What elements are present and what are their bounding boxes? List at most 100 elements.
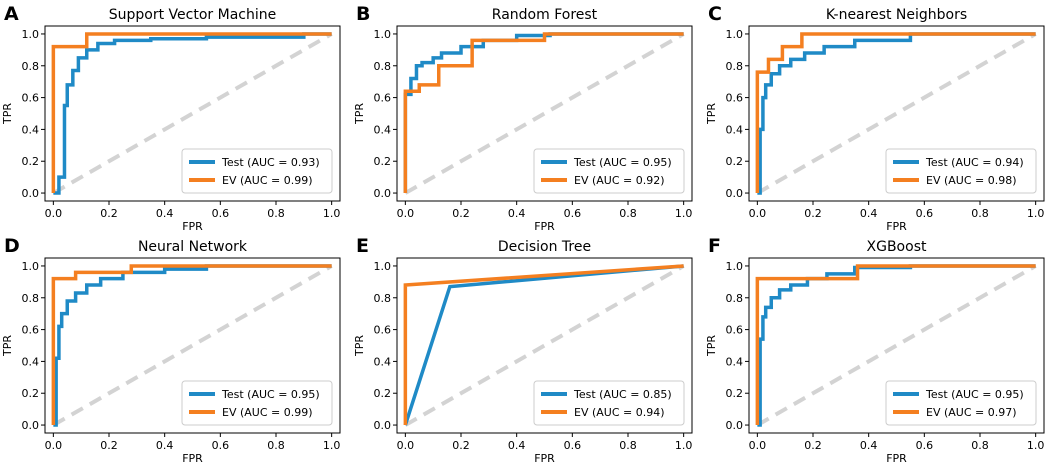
panel-b-legend-label-ev: EV (AUC = 0.92) (574, 174, 665, 187)
panel-b-xtick-label: 0.8 (619, 207, 637, 220)
panel-a: A Support Vector Machine 0.0 0.2 0.4 0.6 0.8 1.… (1, 3, 341, 233)
panel-a-legend-box (181, 148, 333, 194)
panel-d-xtick-label: 0.6 (212, 439, 230, 452)
panel-f-series-ev (755, 264, 1036, 426)
panel-c-series-test (757, 32, 1036, 195)
panel-e-series-chance-line (404, 264, 685, 427)
panel-c-series-ev (755, 32, 1036, 194)
panel-a-xtick-label: 0.8 (267, 207, 285, 220)
panel-c-xtick-label: 0.8 (971, 207, 989, 220)
panel-d-xtick-label: 1.0 (323, 439, 341, 452)
panel-b-legend-label-test: Test (AUC = 0.95) (573, 156, 672, 169)
panel-e-ytick-label: 0.4 (374, 355, 392, 368)
panel-d-legend-label-test: Test (AUC = 0.95) (221, 388, 320, 401)
panel-b-series-ev (403, 32, 684, 194)
panel-d-xtick-label: 0.0 (45, 439, 63, 452)
panel-e-xtick-label: 0.8 (619, 439, 637, 452)
panel-f-legend-box (885, 380, 1037, 426)
panel-e-legend-box (533, 380, 685, 426)
panel-f-ytick-label: 1.0 (726, 260, 744, 273)
panel-b-ylabel: TPR (353, 103, 366, 125)
panel-e-ytick-label: 1.0 (374, 260, 392, 273)
panel-f-title: XGBoost (867, 239, 927, 255)
panel-f-ytick-label: 0.2 (726, 387, 744, 400)
panel-f-series-chance-line (756, 264, 1037, 427)
panel-e-xtick-label: 0.2 (452, 439, 470, 452)
panel-c-legend-label-test: Test (AUC = 0.94) (925, 156, 1024, 169)
panel-c: C K-nearest Neighbors 0.0 0.2 0.4 0.6 0.8 1.0 0.… (705, 3, 1045, 233)
panel-d-title: Neural Network (138, 239, 248, 255)
panel-f-ytick-label: 0.6 (726, 324, 744, 337)
panel-b-xtick-label: 0.2 (452, 207, 470, 220)
panel-f-ylabel: TPR (705, 335, 718, 357)
panel-d-ytick-label: 0.6 (22, 324, 40, 337)
panel-a-legend-label-ev: EV (AUC = 0.99) (222, 174, 313, 187)
panel-d-series-test (53, 264, 332, 427)
panel-e: E Decision Tree 0.0 0.2 0.4 0.6 0.8 1.0 0.0 0.2 0.… (353, 235, 693, 465)
panel-e-ytick-label: 0.6 (374, 324, 392, 337)
panel-b-ytick-label: 0.0 (374, 187, 392, 200)
panel-e-letter: E (356, 235, 369, 257)
panel-d-legend-label-ev: EV (AUC = 0.99) (222, 406, 313, 419)
panel-e-ytick-label: 0.8 (374, 292, 392, 305)
panel-b-legend: Test (AUC = 0.95) EV (AUC = 0.92) (533, 148, 685, 194)
panel-a-axes-frame (44, 25, 341, 202)
panel-f-ytick-label: 0.0 (726, 419, 744, 432)
panel-b: B Random Forest 0.0 0.2 0.4 0.6 0.8 1.0 0.0 0.2 0.… (353, 3, 693, 233)
panel-d-ytick-label: 0.4 (22, 355, 40, 368)
panel-c-xtick-label: 0.6 (916, 207, 934, 220)
panel-e-legend-label-ev: EV (AUC = 0.94) (574, 406, 665, 419)
panel-e-series-ev (403, 264, 684, 426)
panel-d-xtick-label: 0.2 (100, 439, 118, 452)
panel-a-ylabel: TPR (1, 103, 14, 125)
panel-d-xtick-label: 0.8 (267, 439, 285, 452)
panel-a-letter: A (4, 3, 19, 25)
panel-e-title: Decision Tree (498, 239, 591, 255)
panel-c-xtick-label: 0.4 (860, 207, 878, 220)
panel-a-title: Support Vector Machine (109, 7, 276, 23)
panel-d-xlabel: FPR (182, 452, 203, 465)
panel-c-axes-frame (748, 25, 1045, 202)
panel-f-legend-label-ev: EV (AUC = 0.97) (926, 406, 1017, 419)
panel-c-xtick-label: 0.0 (749, 207, 767, 220)
panel-b-title: Random Forest (492, 7, 598, 23)
panel-f-legend-label-test: Test (AUC = 0.95) (925, 388, 1024, 401)
panel-b-series-chance-line (404, 32, 685, 195)
panel-d-series-ev (51, 264, 332, 426)
panel-c-xlabel: FPR (886, 220, 907, 233)
panel-b-ytick-label: 0.6 (374, 92, 392, 105)
panel-b-axes-frame (396, 25, 693, 202)
panel-f-xtick-label: 0.4 (860, 439, 878, 452)
panel-f-xtick-label: 0.6 (916, 439, 934, 452)
panel-a-ytick-label: 0.4 (22, 123, 40, 136)
panel-a-xtick-label: 0.6 (212, 207, 230, 220)
panel-b-xtick-label: 0.0 (397, 207, 415, 220)
panel-e-xtick-label: 0.6 (564, 439, 582, 452)
panel-f-xtick-label: 0.8 (971, 439, 989, 452)
panel-c-letter: C (708, 3, 722, 25)
panel-b-xtick-label: 0.4 (508, 207, 526, 220)
panel-c-xtick-label: 0.2 (804, 207, 822, 220)
panel-f: F XGBoost 0.0 0.2 0.4 0.6 0.8 1.0 0.0 0.2 0.4 0.6 0.… (705, 235, 1045, 465)
panel-e-xtick-label: 1.0 (675, 439, 693, 452)
panel-d-letter: D (4, 235, 20, 257)
panel-f-xtick-label: 0.0 (749, 439, 767, 452)
panel-a-ytick-label: 0.2 (22, 155, 40, 168)
panel-e-legend-label-test: Test (AUC = 0.85) (573, 388, 672, 401)
panel-c-legend-box (885, 148, 1037, 194)
panel-e-xtick-label: 0.4 (508, 439, 526, 452)
panel-f-xlabel: FPR (886, 452, 907, 465)
panel-e-ylabel: TPR (353, 335, 366, 357)
panel-c-ytick-label: 0.8 (726, 60, 744, 73)
panel-f-letter: F (708, 235, 721, 257)
panel-a-ytick-label: 1.0 (22, 28, 40, 41)
panel-a-xlabel: FPR (182, 220, 203, 233)
panel-a-series-test (53, 32, 332, 195)
panel-c-series-chance-line (756, 32, 1037, 195)
panel-c-ytick-label: 0.0 (726, 187, 744, 200)
panel-a-ytick-label: 0.0 (22, 187, 40, 200)
panel-e-ytick-label: 0.0 (374, 419, 392, 432)
panel-e-axes-frame (396, 257, 693, 434)
panel-c-legend-label-ev: EV (AUC = 0.98) (926, 174, 1017, 187)
